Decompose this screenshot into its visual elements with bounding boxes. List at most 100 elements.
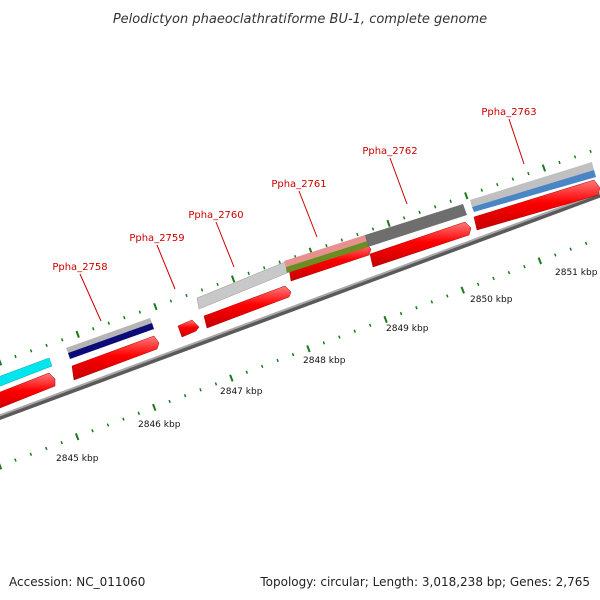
feature-bar-darkgray[interactable]	[365, 204, 467, 247]
tick-mark	[106, 423, 110, 427]
gene-label[interactable]: Ppha_2762	[362, 146, 417, 157]
tick-mark	[123, 315, 126, 320]
cds-arrow[interactable]	[473, 179, 600, 231]
label-leaders	[79, 118, 525, 322]
tick-mark	[74, 433, 80, 441]
feature-bar-steelblue[interactable]	[472, 170, 596, 212]
tick-mark	[169, 299, 173, 303]
tick-mark	[214, 382, 218, 386]
tick-mark	[229, 374, 234, 382]
tick-mark	[325, 243, 328, 248]
tick-mark	[541, 164, 547, 172]
tick-mark	[260, 364, 264, 369]
tick-mark	[75, 330, 80, 338]
cds-arrow[interactable]	[177, 319, 200, 338]
tick-mark	[0, 463, 3, 470]
tick-mark	[418, 210, 421, 215]
feature-bar-cyan[interactable]	[0, 357, 53, 390]
genome-backbone	[0, 192, 600, 420]
tick-mark	[464, 192, 469, 200]
tick-mark	[430, 300, 434, 304]
tick-mark	[554, 253, 557, 257]
genome-summary-text: Topology: circular; Length: 3,018,238 bp…	[259, 575, 590, 589]
tick-mark	[527, 171, 530, 176]
tick-mark	[340, 238, 344, 242]
tick-mark	[153, 302, 158, 311]
gene-label[interactable]: Ppha_2763	[481, 107, 536, 118]
tick-mark	[386, 219, 391, 228]
tick-mark	[476, 282, 480, 286]
cds-arrow[interactable]	[71, 335, 160, 381]
tick-mark	[507, 270, 511, 275]
tick-mark	[45, 446, 48, 451]
tick-mark	[480, 188, 484, 192]
tick-mark	[14, 354, 17, 359]
feature-bar-pink[interactable]	[284, 235, 367, 267]
gene-labels: Ppha_2758 Ppha_2759 Ppha_2760 Ppha_2761 …	[52, 107, 536, 273]
tick-mark	[368, 323, 372, 327]
tick-mark	[245, 370, 249, 374]
tick-mark	[230, 275, 236, 283]
tick-mark	[216, 282, 219, 287]
tick-mark	[276, 358, 279, 363]
cds-arrow[interactable]	[0, 372, 56, 412]
cds-arrow[interactable]	[369, 221, 472, 268]
tick-mark	[29, 349, 33, 353]
scale-labels: 2845 kbp 2846 kbp 2847 kbp 2848 kbp 2849…	[56, 268, 598, 464]
tick-mark	[371, 227, 375, 231]
tick-mark	[511, 177, 515, 181]
cds-arrow[interactable]	[203, 285, 292, 329]
tick-mark	[168, 399, 171, 404]
tick-mark	[291, 352, 295, 357]
feature-bar-silver[interactable]	[470, 162, 594, 207]
tick-mark	[383, 315, 388, 324]
feature-bar-navy[interactable]	[68, 323, 154, 359]
tick-mark	[433, 205, 437, 209]
feature-bar-gray[interactable]	[66, 318, 152, 353]
tick-mark	[138, 310, 142, 314]
kbp-label: 2848 kbp	[303, 356, 346, 366]
tick-mark	[399, 311, 403, 316]
tick-mark	[60, 440, 63, 445]
gene-label[interactable]: Ppha_2759	[129, 233, 184, 244]
tick-mark	[183, 394, 187, 398]
kbp-label: 2845 kbp	[56, 454, 99, 464]
tick-mark	[415, 306, 418, 310]
kbp-label: 2850 kbp	[470, 295, 513, 305]
tick-mark	[496, 182, 499, 187]
tick-mark	[107, 321, 111, 325]
tick-mark	[278, 260, 281, 264]
tick-mark	[537, 257, 543, 265]
feature-bar-olive[interactable]	[286, 241, 368, 273]
kbp-label: 2849 kbp	[386, 324, 429, 334]
tick-mark	[91, 429, 94, 433]
tick-mark	[200, 288, 204, 292]
tick-mark	[0, 359, 3, 366]
tick-mark	[402, 216, 406, 220]
feature-bars	[0, 162, 596, 390]
tick-mark	[199, 388, 202, 392]
tick-mark	[137, 411, 141, 415]
tick-mark	[569, 247, 572, 251]
scale-ticks	[0, 241, 588, 470]
accession-text: Accession: NC_011060	[9, 575, 145, 589]
tick-mark	[353, 329, 356, 333]
tick-mark	[446, 294, 449, 298]
tick-mark	[29, 452, 33, 456]
gene-label[interactable]: Ppha_2758	[52, 262, 107, 273]
tick-mark	[14, 458, 17, 462]
tick-mark	[573, 155, 577, 159]
tick-mark	[122, 417, 125, 421]
gene-label[interactable]: Ppha_2761	[271, 179, 326, 190]
tick-mark	[338, 335, 341, 339]
tick-mark	[247, 271, 250, 275]
tick-mark	[449, 199, 452, 203]
kbp-label: 2847 kbp	[220, 387, 263, 397]
tick-mark	[185, 293, 188, 298]
tick-mark	[152, 403, 157, 412]
gene-label[interactable]: Ppha_2760	[188, 210, 243, 221]
tick-mark	[45, 343, 48, 348]
tick-mark	[589, 149, 592, 154]
tick-mark	[306, 345, 311, 353]
